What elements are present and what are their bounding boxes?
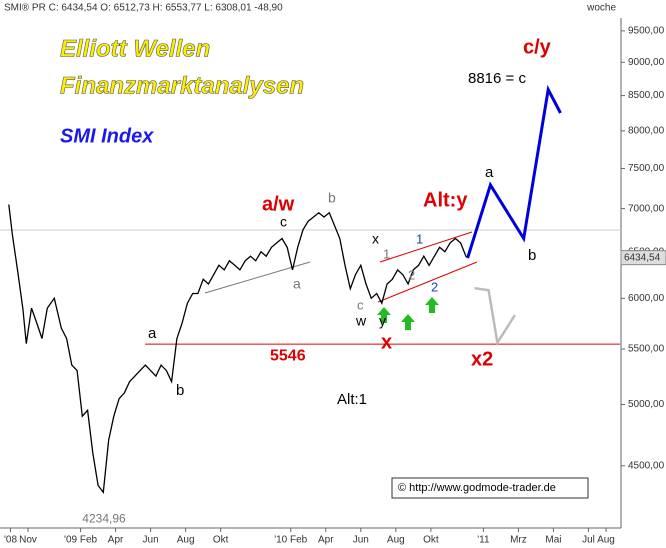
wedge-line bbox=[379, 231, 473, 263]
annotation: 1 bbox=[416, 231, 423, 246]
up-arrow bbox=[425, 297, 439, 313]
last-price-box bbox=[620, 250, 666, 266]
x-tick-label: Aug bbox=[597, 535, 615, 546]
annotation: c bbox=[357, 297, 364, 312]
annotation: 2 bbox=[431, 279, 438, 294]
up-arrow bbox=[401, 314, 415, 330]
subtitle: Finanzmarktanalysen bbox=[60, 72, 304, 99]
x-tick-label: '09 Feb bbox=[64, 535, 97, 546]
level-label: 5546 bbox=[270, 347, 306, 364]
x-tick-label: Jun bbox=[353, 535, 369, 546]
annotation: a/w bbox=[262, 193, 295, 215]
y-tick-label: 7500,00 bbox=[628, 163, 665, 174]
x-tick-label: Jun bbox=[143, 535, 159, 546]
annotation: 8816 = c bbox=[468, 70, 526, 87]
arrows bbox=[377, 297, 439, 330]
header-period: woche bbox=[586, 3, 616, 14]
x-tick-label: Apr bbox=[318, 535, 334, 546]
annotation: c/y bbox=[523, 36, 552, 58]
annotation: 1 bbox=[383, 246, 390, 261]
header-symbol: SMI® PR C: 6434,54 O: 6512,73 H: 6553,77… bbox=[4, 3, 283, 14]
credit-box bbox=[391, 477, 589, 499]
x-tick-label: Okt bbox=[213, 535, 229, 546]
x-tick-label: '10 Feb bbox=[274, 535, 307, 546]
up-arrow bbox=[377, 307, 391, 323]
annotation: b bbox=[528, 247, 536, 264]
y-tick-label: 9500,00 bbox=[628, 25, 665, 36]
y-tick-label: 8500,00 bbox=[628, 90, 665, 101]
price-line bbox=[466, 84, 562, 259]
annotation: 2 bbox=[408, 267, 415, 282]
y-tick-label: 7000,00 bbox=[628, 203, 665, 214]
annotation: y bbox=[379, 313, 386, 329]
x-tick-label: Nov bbox=[19, 535, 37, 546]
annotation: a bbox=[485, 164, 494, 181]
annotation: w bbox=[355, 313, 367, 329]
annotation: x bbox=[381, 331, 392, 353]
low-label: 4234,96 bbox=[82, 511, 126, 525]
x-tick-label: '08 bbox=[4, 535, 17, 546]
x-tick-label: Aug bbox=[387, 535, 405, 546]
y-tick-label: 6000,00 bbox=[628, 293, 665, 304]
y-tick-label: 5500,00 bbox=[628, 344, 665, 355]
y-tick-label: 5000,00 bbox=[628, 399, 665, 410]
y-tick-label: 8000,00 bbox=[628, 126, 665, 137]
annotation: Alt:y bbox=[423, 189, 468, 211]
x-tick-label: Okt bbox=[423, 535, 439, 546]
annotation: x bbox=[372, 231, 379, 247]
price-line bbox=[8, 204, 469, 494]
y-tick-label: 9000,00 bbox=[628, 57, 665, 68]
price-line bbox=[474, 286, 516, 347]
x-tick-label: Jul bbox=[582, 535, 595, 546]
annotation: Alt:1 bbox=[337, 391, 367, 408]
x-tick-label: Apr bbox=[108, 535, 124, 546]
index-name: SMI Index bbox=[60, 125, 154, 147]
x-tick-label: Aug bbox=[177, 535, 195, 546]
annotation: a bbox=[148, 325, 157, 342]
wedge-line bbox=[377, 261, 478, 303]
x-tick-label: Mrz bbox=[510, 535, 527, 546]
credit: © http://www.godmode-trader.de bbox=[398, 482, 556, 494]
last-price-label: 6434,54 bbox=[624, 252, 661, 263]
title: Elliott Wellen bbox=[60, 35, 210, 62]
annotation: b bbox=[176, 382, 184, 399]
annotation: c bbox=[280, 214, 287, 230]
x-tick-label: '11 bbox=[477, 535, 490, 546]
annotation: x2 bbox=[471, 348, 493, 370]
y-tick-label: 4500,00 bbox=[628, 460, 665, 471]
annotation: b bbox=[328, 190, 336, 206]
x-tick-label: Mai bbox=[545, 535, 561, 546]
annotation: a bbox=[293, 276, 301, 292]
